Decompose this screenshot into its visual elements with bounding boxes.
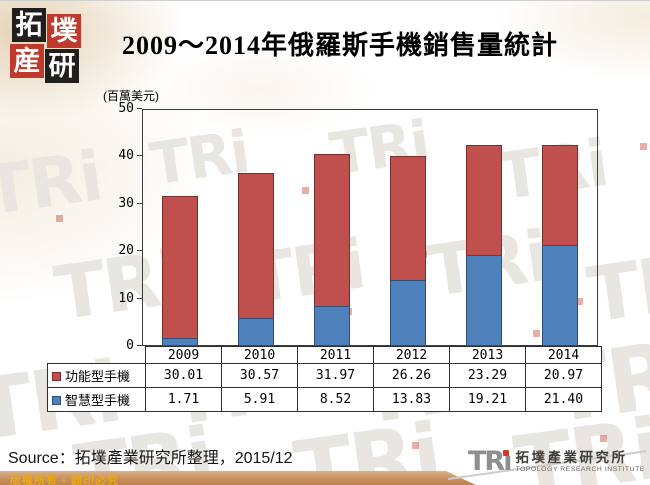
- bar-segment-top: [466, 144, 502, 255]
- bar-segment-bottom: [238, 317, 274, 346]
- y-tick-mark: [137, 297, 142, 299]
- tri-logo-name-en: TOPOLOGY RESEARCH INSTITUTE: [515, 466, 645, 473]
- value-cell: 1.71: [145, 387, 222, 412]
- y-tick-label: 40: [118, 148, 134, 164]
- y-tick-label: 30: [118, 195, 134, 211]
- value-cell: 30.01: [145, 363, 222, 388]
- table-corner-cell: [48, 347, 146, 364]
- year-cell: 2011: [297, 346, 374, 364]
- value-cell: 21.40: [525, 387, 602, 412]
- bar-segment-bottom: [162, 337, 198, 346]
- value-cell: 20.97: [525, 363, 602, 388]
- tri-logo-name-cn: 拓墣產業研究所: [515, 450, 628, 465]
- source-text: Source：拓墣產業研究所整理，2015/12: [8, 450, 293, 467]
- tri-logo-dot-icon: [503, 450, 510, 456]
- legend-cell: 功能型手機: [47, 363, 146, 388]
- seal-block-2: 墣: [47, 14, 81, 48]
- legend-label: 功能型手機: [65, 369, 131, 384]
- legend-cell: 智慧型手機: [47, 387, 146, 412]
- tri-seal-logo: 拓 墣 産 研: [10, 7, 84, 85]
- value-cell: 31.97: [297, 363, 374, 388]
- year-cell: 2013: [449, 346, 526, 364]
- y-axis-unit-label: (百萬美元): [103, 89, 159, 103]
- bar-segment-bottom: [466, 254, 502, 346]
- legend-swatch-icon: [52, 396, 61, 405]
- bar-segment-bottom: [390, 280, 426, 346]
- value-cell: 30.57: [221, 363, 298, 388]
- seal-block-4: 研: [45, 49, 79, 83]
- y-tick-mark: [137, 202, 142, 204]
- year-cell: 2012: [373, 346, 450, 364]
- value-cell: 19.21: [449, 387, 526, 412]
- legend-swatch-icon: [52, 372, 61, 381]
- chart-data-table: 2009 2010 2011 2012 2013 2014 功能型手機 30.01 30.57 3…: [47, 346, 602, 412]
- bar-segment-top: [314, 154, 350, 306]
- value-cell: 5.91: [221, 387, 298, 412]
- value-cell: 8.52: [297, 387, 374, 412]
- bar-segment-top: [162, 195, 198, 338]
- value-cell: 26.26: [373, 363, 450, 388]
- bar-segment-top: [238, 173, 274, 318]
- y-tick-label: 20: [118, 243, 134, 259]
- y-tick-mark: [137, 250, 142, 252]
- year-cell: 2010: [221, 346, 298, 364]
- y-tick-mark: [137, 108, 142, 109]
- bar-segment-bottom: [542, 244, 578, 346]
- value-cell: 23.29: [449, 363, 526, 388]
- legend-label: 智慧型手機: [65, 393, 131, 408]
- y-tick-mark: [137, 155, 142, 157]
- bar-segment-top: [390, 155, 426, 281]
- tri-logo-names: 拓墣產業研究所 TOPOLOGY RESEARCH INSTITUTE: [515, 447, 644, 474]
- y-tick-label: 10: [118, 290, 134, 306]
- seal-block-1: 拓: [12, 8, 46, 42]
- year-cell: 2009: [145, 346, 222, 364]
- copyright-text: 版權所有 ▪ 翻印必究: [10, 475, 120, 485]
- page-title: 2009～2014年俄羅斯手機銷售量統計: [121, 31, 558, 60]
- value-cell: 13.83: [373, 387, 450, 412]
- tri-footer-logo: TRı 拓墣產業研究所 TOPOLOGY RESEARCH INSTITUTE: [468, 447, 645, 477]
- tri-logo-text: TRı: [468, 446, 513, 477]
- bar-segment-bottom: [314, 305, 350, 346]
- year-cell: 2014: [525, 346, 602, 364]
- bar-segment-top: [542, 145, 578, 245]
- seal-block-3: 産: [10, 44, 44, 78]
